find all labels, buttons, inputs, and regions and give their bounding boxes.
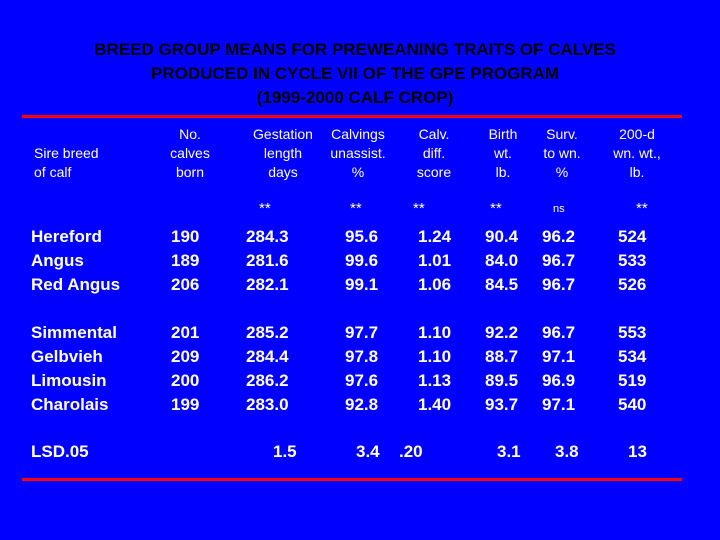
group1-survival: 96.2 96.7 96.7 (542, 227, 576, 294)
group2-breeds: Simmental Gelbvieh Limousin Charolais (31, 321, 117, 417)
breed-name: Hereford (31, 227, 102, 246)
breed-name: Gelbvieh (31, 347, 103, 366)
group2-calvings: 97.7 97.8 97.6 92.8 (345, 323, 379, 414)
lsd-label: LSD.05 (31, 442, 89, 461)
header-calves-born: No. calves born (170, 126, 210, 180)
bottom-rule (22, 478, 682, 481)
group1-birth-wt: 90.4 84.0 84.5 (485, 227, 519, 294)
group2-gestation: 285.2 284.4 286.2 283.0 (246, 323, 289, 414)
group1-calvings: 95.6 99.6 99.1 (345, 227, 379, 294)
lsd-birth-wt: 3.1 (497, 442, 521, 461)
sig-calvings: ** (350, 200, 362, 217)
group2-survival: 96.7 97.1 96.9 97.1 (542, 323, 576, 414)
title-line-2: PRODUCED IN CYCLE VII OF THE GPE PROGRAM (150, 64, 560, 83)
title-line-3: (1999-2000 CALF CROP) (256, 88, 454, 107)
group1-wean-wt: 524 533 526 (618, 227, 647, 294)
sig-survival: ns (553, 203, 565, 215)
header-birth-wt: Birth wt. lb. (488, 126, 518, 180)
header-wean-wt: 200-d wn. wt., lb. (613, 126, 661, 180)
sig-gestation: ** (259, 200, 271, 217)
breed-name: Red Angus (31, 275, 121, 294)
breed-name: Charolais (31, 395, 109, 414)
group1-breeds: Hereford Angus Red Angus (31, 225, 120, 297)
breed-name: Simmental (31, 323, 117, 342)
sig-birth-wt: ** (490, 200, 502, 217)
group2-wean-wt: 553 534 519 540 (618, 323, 647, 414)
lsd-gestation: 1.5 (273, 442, 297, 461)
lsd-calv-diff: .20 (399, 442, 423, 461)
header-calvings: Calvings unassist.% (330, 126, 386, 180)
group1-calves: 190 189 206 (171, 227, 200, 294)
sig-calv-diff: ** (413, 200, 425, 217)
group2-calves: 201 209 200 199 (171, 323, 200, 414)
group1-gestation: 284.3 281.6 282.1 (246, 227, 289, 294)
breed-name: Angus (31, 251, 84, 270)
lsd-survival: 3.8 (555, 442, 579, 461)
lsd-calvings: 3.4 (356, 442, 380, 461)
header-gestation: Gestation length days (253, 126, 313, 180)
title-line-1: BREED GROUP MEANS FOR PREWEANING TRAITS … (94, 40, 616, 59)
breed-name: Limousin (31, 371, 107, 390)
group2-birth-wt: 92.2 88.7 89.5 93.7 (485, 323, 519, 414)
top-rule (22, 115, 682, 118)
header-survival: Surv. to wn.% (543, 126, 581, 180)
group2-calv-diff: 1.10 1.10 1.13 1.40 (418, 323, 452, 414)
header-sire-breed: Sire breed of calf (34, 145, 99, 180)
slide-title: BREED GROUP MEANS FOR PREWEANING TRAITS … (0, 38, 710, 110)
header-calv-diff: Calv. diff. score (416, 126, 452, 180)
lsd-wean-wt: 13 (628, 442, 647, 461)
sig-wean-wt: ** (636, 200, 648, 217)
group1-calv-diff: 1.24 1.01 1.06 (418, 227, 452, 294)
